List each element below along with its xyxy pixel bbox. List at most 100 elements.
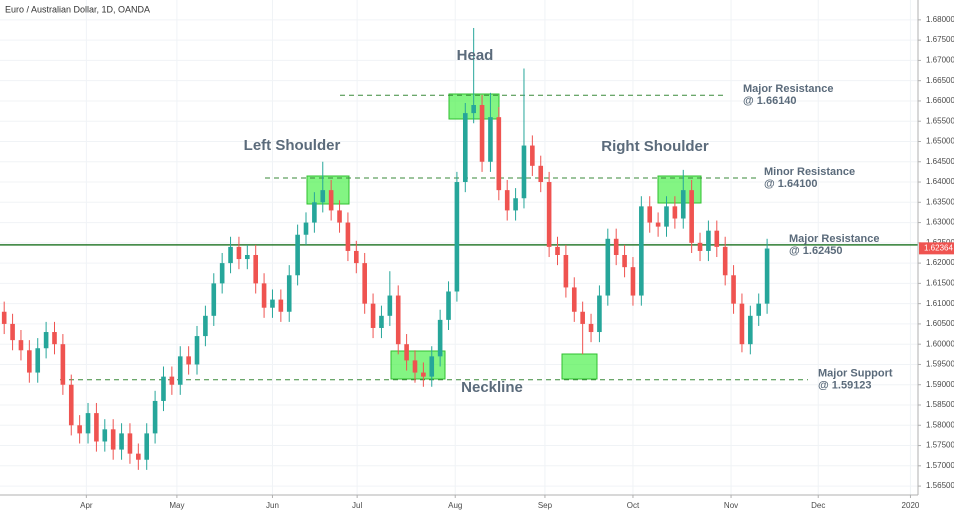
- candle-body: [1, 311, 7, 324]
- y-tick-label: 1.66500: [926, 76, 954, 85]
- candle-body: [521, 145, 527, 199]
- candle-body: [136, 453, 141, 460]
- y-tick-label: 1.59500: [926, 360, 954, 369]
- candle-body: [530, 145, 535, 166]
- candle-body: [429, 356, 435, 377]
- candle-body: [454, 182, 460, 292]
- left-shoulder-zone: [306, 175, 350, 205]
- candle-body: [421, 372, 426, 377]
- x-tick-label: Nov: [724, 501, 738, 510]
- y-tick-label: 1.64000: [926, 177, 954, 186]
- candle-body: [245, 255, 250, 260]
- candle-body: [152, 400, 158, 434]
- candle-body: [85, 413, 91, 434]
- y-tick-label: 1.57000: [926, 461, 954, 470]
- candle-body: [353, 250, 359, 264]
- level-note: @ 1.64100: [764, 178, 818, 190]
- candle-body: [563, 255, 569, 288]
- level-label: Major Support: [818, 368, 893, 380]
- candle-body: [110, 429, 116, 450]
- y-tick-label: 1.60500: [926, 319, 954, 328]
- candle-body: [186, 356, 191, 365]
- candle-body: [597, 295, 602, 333]
- candle-body: [320, 190, 326, 203]
- candle-body: [362, 263, 367, 304]
- candle-body: [404, 344, 409, 361]
- candle-body: [127, 433, 133, 454]
- y-tick-label: 1.61000: [926, 299, 954, 308]
- candle-body: [228, 246, 233, 264]
- candle-body: [345, 222, 351, 251]
- y-tick-label: 1.58500: [926, 400, 954, 409]
- candle-body: [622, 255, 627, 268]
- y-tick-label: 1.57500: [926, 441, 954, 450]
- candle-body: [303, 222, 309, 235]
- candle-body: [236, 246, 242, 260]
- candle-body: [722, 246, 728, 276]
- candle-body: [764, 248, 770, 304]
- candle-body: [538, 165, 544, 183]
- candle-body: [387, 295, 393, 316]
- candle-body: [102, 429, 108, 442]
- candle-body: [571, 287, 577, 312]
- neckline-zone: [561, 353, 598, 380]
- last-price-tag: [919, 242, 954, 255]
- candles: [1, 27, 770, 470]
- candle-body: [471, 105, 476, 114]
- y-tick-label: 1.60000: [926, 339, 954, 348]
- candle-body: [479, 105, 485, 162]
- candle-body: [68, 384, 74, 426]
- y-tick-label: 1.67000: [926, 56, 954, 65]
- candle-body: [546, 182, 552, 247]
- annotation: Right Shoulder: [601, 138, 709, 155]
- y-tick-label: 1.65000: [926, 137, 954, 146]
- x-tick-label: Oct: [627, 501, 640, 510]
- candle-body: [219, 263, 225, 284]
- candle-body: [588, 323, 594, 333]
- right-shoulder-zone: [657, 175, 702, 204]
- x-tick-label: May: [169, 501, 184, 510]
- candle-body: [605, 238, 611, 296]
- candle-body: [496, 117, 502, 191]
- candle-body: [278, 299, 284, 312]
- y-tick-label: 1.63500: [926, 197, 954, 206]
- candle-body: [412, 360, 418, 373]
- level-label: Minor Resistance: [764, 166, 855, 178]
- annotation: Left Shoulder: [244, 137, 341, 154]
- candle-body: [488, 117, 493, 162]
- level-note: @ 1.59123: [818, 380, 872, 392]
- candle-body: [672, 206, 678, 219]
- candle-body: [161, 376, 166, 401]
- y-tick-label: 1.56500: [926, 481, 954, 490]
- candle-body: [203, 315, 208, 337]
- candle-body: [144, 433, 150, 460]
- candle-body: [52, 332, 57, 345]
- candle-body: [446, 291, 451, 320]
- candle-body: [555, 246, 560, 255]
- candle-body: [43, 332, 49, 349]
- candle-body: [379, 315, 384, 328]
- candle-body: [253, 255, 259, 284]
- candle-body: [328, 190, 334, 211]
- candle-body: [169, 376, 175, 385]
- candle-body: [211, 283, 217, 316]
- y-tick-label: 1.67500: [926, 35, 954, 44]
- x-tick-label: Sep: [538, 501, 553, 510]
- candle-body: [437, 319, 443, 357]
- candle-body: [370, 303, 376, 328]
- candle-body: [462, 113, 468, 183]
- candle-body: [714, 230, 720, 247]
- level-note: @ 1.66140: [743, 95, 797, 107]
- candle-body: [639, 206, 644, 296]
- candle-body: [35, 348, 41, 373]
- level-note: @ 1.62450: [789, 245, 843, 257]
- candle-body: [395, 295, 401, 345]
- last-price-label: 1.62364: [924, 243, 953, 252]
- candle-body: [337, 210, 342, 223]
- y-tick-label: 1.61500: [926, 278, 954, 287]
- y-tick-label: 1.62000: [926, 258, 954, 267]
